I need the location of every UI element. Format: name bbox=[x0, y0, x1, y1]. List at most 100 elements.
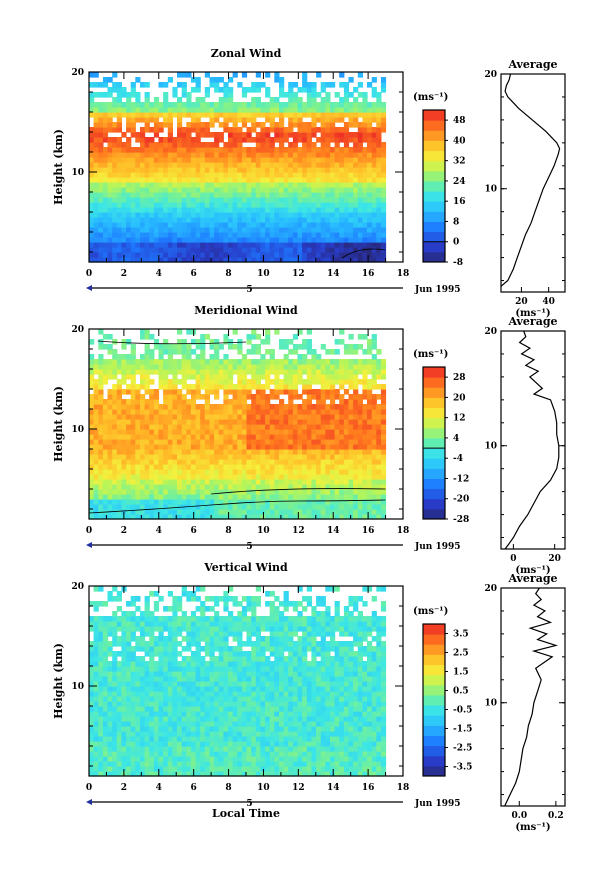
field-cell bbox=[339, 499, 345, 505]
field-cell bbox=[311, 252, 317, 258]
field-cell bbox=[200, 444, 206, 450]
field-cell bbox=[149, 611, 155, 617]
field-cell bbox=[107, 711, 113, 717]
field-cell bbox=[288, 192, 294, 198]
field-cell bbox=[288, 222, 294, 228]
field-cell bbox=[316, 177, 322, 183]
field-cell bbox=[107, 334, 113, 340]
field-cell bbox=[255, 237, 261, 243]
field-cell bbox=[288, 499, 294, 505]
field-cell bbox=[181, 364, 187, 370]
field-cell bbox=[306, 202, 312, 208]
field-cell bbox=[306, 364, 312, 370]
field-cell bbox=[140, 177, 146, 183]
field-cell bbox=[126, 646, 132, 652]
field-cell bbox=[177, 454, 183, 460]
field-cell bbox=[269, 217, 275, 223]
field-cell bbox=[126, 751, 132, 757]
field-cell bbox=[116, 596, 122, 602]
field-cell bbox=[357, 409, 363, 415]
field-cell bbox=[89, 394, 95, 400]
field-cell bbox=[209, 364, 215, 370]
field-cell bbox=[237, 152, 243, 158]
field-cell bbox=[107, 716, 113, 722]
field-cell bbox=[186, 202, 192, 208]
field-cell bbox=[186, 449, 192, 455]
field-cell bbox=[158, 192, 164, 198]
field-cell bbox=[93, 499, 99, 505]
field-cell bbox=[320, 122, 326, 128]
field-cell bbox=[89, 509, 95, 515]
field-cell bbox=[274, 227, 280, 233]
field-cell bbox=[223, 97, 229, 103]
field-cell bbox=[112, 142, 118, 148]
field-cell bbox=[167, 454, 173, 460]
field-cell bbox=[228, 232, 234, 238]
field-cell bbox=[237, 484, 243, 490]
field-cell bbox=[149, 252, 155, 258]
field-cell bbox=[241, 207, 248, 213]
field-cell bbox=[190, 359, 197, 365]
field-cell bbox=[186, 157, 192, 163]
field-cell bbox=[228, 237, 234, 243]
field-cell bbox=[102, 429, 109, 435]
field-cell bbox=[330, 469, 336, 475]
field-cell bbox=[98, 686, 104, 692]
field-cell bbox=[126, 102, 132, 108]
field-cell bbox=[195, 117, 201, 123]
field-cell bbox=[130, 746, 136, 752]
field-cell bbox=[302, 187, 308, 193]
field-cell bbox=[214, 494, 220, 500]
field-cell bbox=[302, 509, 308, 515]
field-cell bbox=[241, 87, 248, 93]
field-cell bbox=[241, 404, 248, 410]
field-cell bbox=[158, 157, 164, 163]
field-cell bbox=[149, 696, 155, 702]
field-cell bbox=[98, 646, 104, 652]
field-cell bbox=[357, 434, 363, 440]
field-cell bbox=[98, 162, 104, 168]
field-cell bbox=[89, 227, 95, 233]
field-cell bbox=[232, 122, 238, 128]
field-cell bbox=[237, 449, 243, 455]
field-cell bbox=[339, 479, 345, 485]
field-cell bbox=[306, 464, 312, 470]
field-cell bbox=[153, 509, 160, 515]
field-cell bbox=[135, 192, 141, 198]
field-cell bbox=[367, 464, 373, 470]
field-cell bbox=[274, 494, 280, 500]
field-cell bbox=[93, 394, 99, 400]
field-cell bbox=[218, 464, 224, 470]
field-cell bbox=[283, 147, 289, 153]
field-cell bbox=[144, 616, 150, 622]
field-cell bbox=[181, 479, 187, 485]
field-cell bbox=[116, 207, 122, 213]
field-cell bbox=[232, 247, 238, 253]
field-cell bbox=[200, 459, 206, 465]
field-cell bbox=[126, 152, 132, 158]
field-cell bbox=[130, 217, 136, 223]
field-cell bbox=[311, 152, 317, 158]
field-cell bbox=[279, 364, 285, 370]
field-cell bbox=[135, 621, 141, 627]
field-cell bbox=[343, 359, 350, 365]
field-cell bbox=[241, 509, 248, 515]
field-cell bbox=[121, 504, 127, 510]
field-cell bbox=[283, 107, 289, 113]
field-cell bbox=[311, 439, 317, 445]
colorbar-swatch bbox=[423, 140, 445, 152]
field-cell bbox=[380, 409, 387, 415]
field-cell bbox=[126, 429, 132, 435]
field-cell bbox=[353, 217, 359, 223]
field-cell bbox=[283, 187, 289, 193]
field-cell bbox=[316, 354, 322, 360]
field-cell bbox=[130, 112, 136, 118]
field-cell bbox=[325, 384, 331, 390]
field-cell bbox=[200, 354, 206, 360]
field-cell bbox=[130, 92, 136, 98]
field-cell bbox=[200, 334, 206, 340]
field-cell bbox=[343, 152, 350, 158]
field-cell bbox=[279, 117, 285, 123]
field-cell bbox=[200, 364, 206, 370]
